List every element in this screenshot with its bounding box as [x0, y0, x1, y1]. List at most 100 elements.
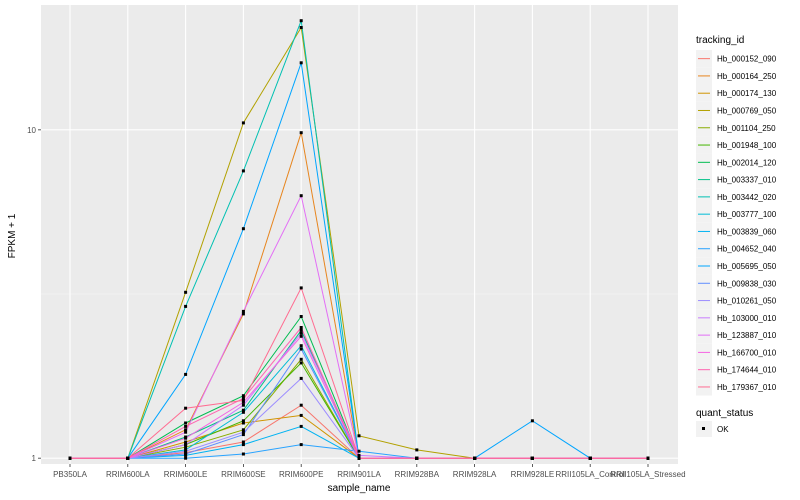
quant-legend-point [702, 427, 705, 430]
legend-label: Hb_166700_010 [717, 348, 777, 357]
x-tick-label: RRII105LA_Control [556, 470, 626, 479]
legend: Hb_000152_090 Hb_000164_250 Hb_000174_130 H… [696, 50, 777, 396]
data-point [241, 419, 245, 423]
legend-label: Hb_179367_010 [717, 383, 777, 392]
data-point [357, 453, 361, 457]
data-point [184, 456, 188, 460]
data-point [184, 428, 188, 432]
data-point [299, 357, 303, 361]
data-point [241, 408, 245, 412]
legend-label: Hb_000174_130 [717, 89, 777, 98]
data-point [241, 433, 245, 437]
x-tick-label: RRIM928LE [511, 470, 555, 479]
data-point [299, 315, 303, 318]
data-point [299, 344, 303, 348]
data-point [357, 456, 361, 460]
data-point [299, 334, 303, 338]
x-tick-labels: PB350LA RRIM600LA RRIM600LE RRIM600SE RRIM60… [53, 464, 686, 479]
x-tick-label: RRIM600LA [106, 470, 150, 479]
data-point [126, 456, 130, 460]
x-tick-label: RRII105LA_Stressed [610, 470, 685, 479]
data-point [299, 443, 303, 447]
data-point [299, 61, 303, 65]
legend-label: Hb_003337_010 [717, 176, 777, 185]
data-point [241, 227, 245, 231]
data-point [241, 169, 245, 173]
data-point [299, 326, 303, 329]
data-point [241, 309, 245, 313]
data-point [184, 372, 188, 376]
data-point [646, 456, 650, 460]
data-point [299, 347, 303, 351]
data-point [299, 194, 303, 198]
data-point [299, 26, 303, 29]
data-point [415, 448, 419, 452]
legend-label: Hb_010261_050 [717, 297, 777, 306]
data-point [241, 121, 245, 125]
x-tick-label: PB350LA [53, 470, 87, 479]
quant-legend-label: OK [717, 425, 729, 434]
data-point [530, 419, 534, 423]
data-point [184, 443, 188, 447]
data-point [241, 398, 245, 402]
data-point [241, 410, 245, 414]
data-point [299, 286, 303, 290]
data-point [357, 434, 361, 438]
legend-label: Hb_000164_250 [717, 72, 777, 81]
legend-label: Hb_174644_010 [717, 366, 777, 375]
data-point [241, 394, 245, 398]
data-point [415, 456, 419, 460]
legend-label: Hb_001104_250 [717, 124, 776, 133]
data-point [184, 430, 188, 434]
data-point [184, 445, 188, 449]
data-point [299, 361, 303, 365]
legend-label: Hb_000769_050 [717, 106, 777, 115]
data-point [184, 406, 188, 410]
data-point [588, 456, 592, 460]
legend-label: Hb_103000_010 [717, 314, 777, 323]
data-point [184, 424, 188, 428]
data-point [299, 376, 303, 380]
x-tick-label: RRIM928BA [395, 470, 440, 479]
quant-legend-title: quant_status [696, 408, 753, 419]
data-point [184, 304, 188, 308]
y-tick-label: 10 [27, 126, 36, 135]
data-point [68, 456, 72, 460]
legend-title: tracking_id [696, 35, 744, 46]
legend-label: Hb_003777_100 [717, 210, 777, 219]
legend-label: Hb_004652_040 [717, 245, 777, 254]
x-tick-label: RRIM600PE [279, 470, 323, 479]
data-point [299, 331, 303, 335]
data-point [241, 403, 245, 407]
legend-label: Hb_009838_030 [717, 279, 777, 288]
y-axis-title: FPKM + 1 [7, 213, 18, 258]
data-point [473, 456, 477, 460]
data-point [241, 430, 245, 434]
grid-lines [41, 5, 678, 464]
data-point [299, 328, 303, 332]
legend-label: Hb_003839_060 [717, 227, 777, 236]
data-point [184, 449, 188, 453]
legend-label: Hb_001948_100 [717, 141, 777, 150]
data-point [184, 421, 188, 425]
data-point [241, 428, 245, 432]
data-point [184, 440, 188, 444]
legend-label: Hb_000152_090 [717, 55, 777, 64]
legend-label: Hb_123887_010 [717, 331, 777, 340]
x-tick-label: RRIM600SE [221, 470, 265, 479]
data-point [241, 421, 245, 425]
x-tick-label: RRIM901LA [337, 470, 381, 479]
data-point [184, 290, 188, 294]
data-point [241, 312, 245, 316]
data-point [299, 19, 303, 23]
data-point [241, 440, 245, 444]
data-point [241, 443, 245, 447]
data-point [357, 449, 361, 453]
y-tick-label: 1 [32, 454, 37, 463]
series-points [68, 19, 650, 460]
data-point [241, 397, 245, 400]
y-tick-labels: 1 10 [27, 126, 41, 463]
data-point [241, 452, 245, 456]
data-point [241, 400, 245, 404]
